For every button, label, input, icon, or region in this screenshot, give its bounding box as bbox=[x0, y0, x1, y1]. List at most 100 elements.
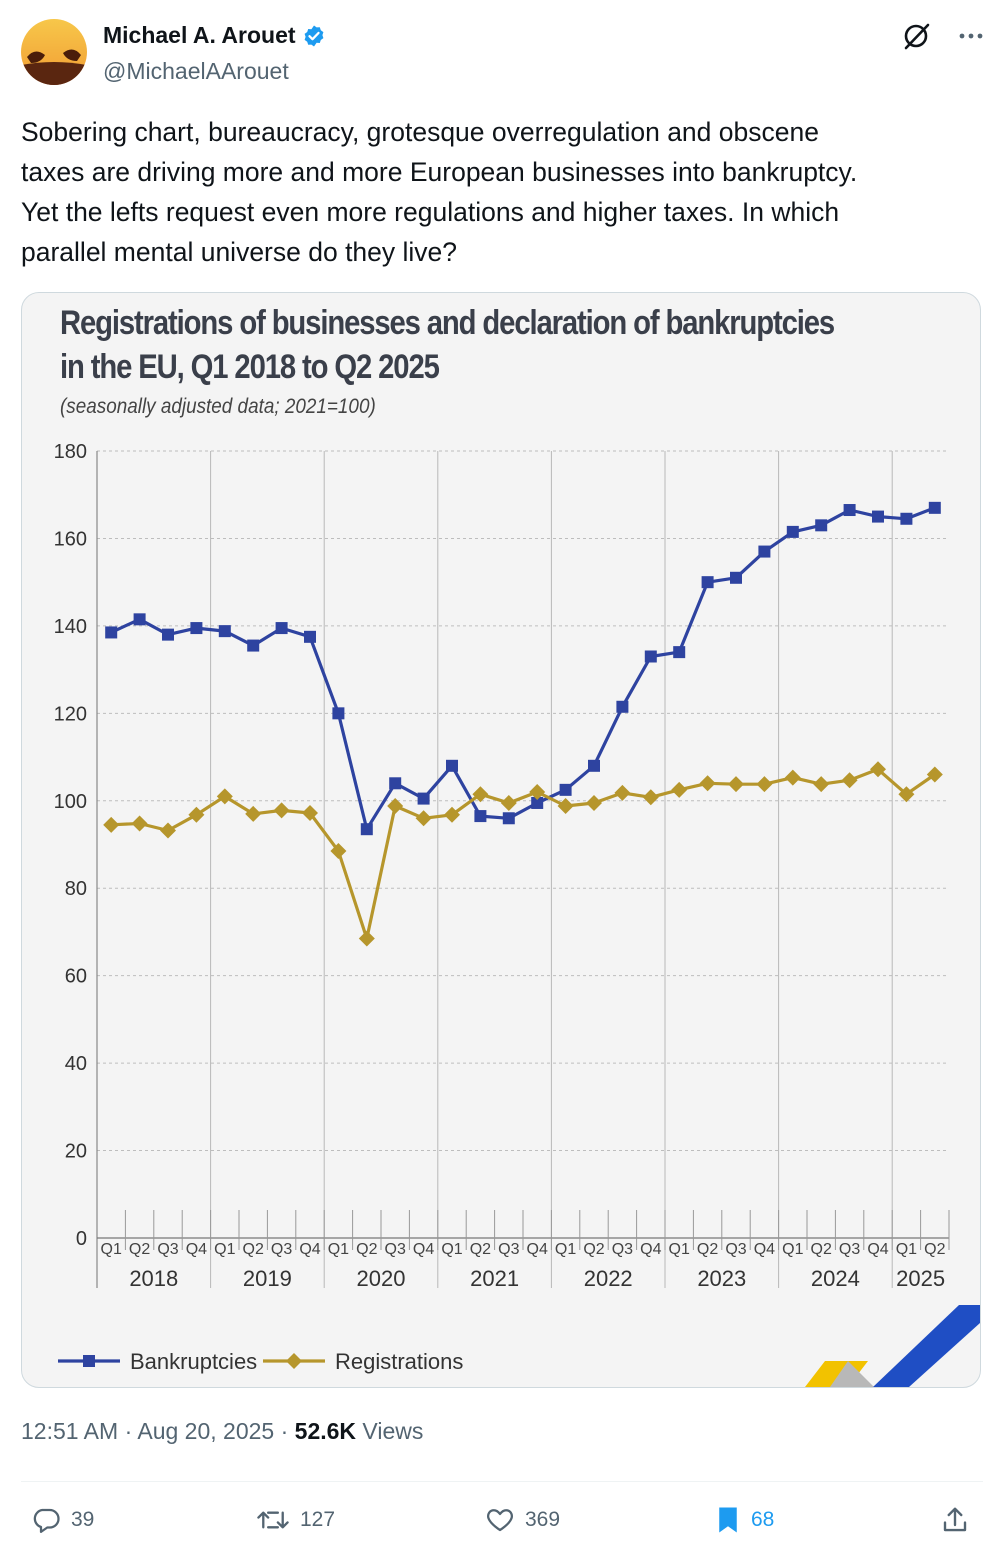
views-label: Views bbox=[356, 1418, 424, 1444]
registrations-line bbox=[111, 767, 936, 941]
x-quarter-label: Q1 bbox=[669, 1241, 690, 1258]
bankruptcies-point bbox=[502, 812, 515, 825]
bankruptcies-point bbox=[616, 700, 629, 713]
logo-stripe-blue bbox=[873, 1305, 980, 1387]
grok-icon[interactable] bbox=[901, 22, 933, 50]
x-quarter-label: Q1 bbox=[214, 1241, 235, 1258]
bankruptcies-point bbox=[559, 783, 572, 796]
like-button[interactable]: 369 bbox=[485, 1505, 560, 1535]
y-tick-label: 140 bbox=[54, 616, 87, 638]
y-tick-label: 60 bbox=[65, 966, 87, 988]
y-tick-label: 180 bbox=[54, 441, 87, 463]
more-icon[interactable] bbox=[959, 32, 983, 40]
legend-marker-bankruptcies bbox=[83, 1355, 95, 1367]
x-quarter-label: Q1 bbox=[441, 1241, 462, 1258]
chart-title-line: Registrations of businesses and declarat… bbox=[60, 304, 835, 342]
x-year-label: 2022 bbox=[584, 1266, 633, 1291]
author-handle[interactable]: @MichaelAArouet bbox=[103, 58, 289, 84]
x-quarter-label: Q4 bbox=[186, 1241, 207, 1258]
bookmark-button[interactable]: 68 bbox=[715, 1505, 774, 1535]
x-quarter-label: Q4 bbox=[640, 1241, 661, 1258]
y-tick-label: 80 bbox=[65, 878, 87, 900]
registrations-point bbox=[160, 822, 176, 839]
bankruptcies-point bbox=[730, 571, 742, 584]
chart-title: Registrations of businesses and declarat… bbox=[60, 301, 835, 389]
tweet-text: Sobering chart, bureaucracy, grotesque o… bbox=[21, 112, 981, 272]
registrations-point bbox=[302, 805, 318, 822]
x-quarter-label: Q1 bbox=[555, 1241, 576, 1258]
y-tick-label: 160 bbox=[54, 528, 87, 550]
x-year-label: 2018 bbox=[129, 1266, 178, 1291]
avatar[interactable] bbox=[21, 19, 87, 85]
repost-button[interactable]: 127 bbox=[256, 1505, 335, 1535]
reply-button[interactable]: 39 bbox=[31, 1505, 94, 1535]
chart: 0 20 40 60 80 100 120 140 160 180 2018 2019 2020 2021… bbox=[54, 441, 980, 1387]
bookmark-icon bbox=[719, 1507, 737, 1533]
registrations-point bbox=[358, 930, 375, 947]
media-image[interactable]: Registrations of businesses and declarat… bbox=[21, 292, 981, 1388]
registrations-point bbox=[273, 802, 290, 819]
bankruptcies-point bbox=[843, 504, 856, 517]
x-quarter-label: Q2 bbox=[583, 1241, 604, 1258]
registrations-point bbox=[671, 781, 688, 798]
tweet-date[interactable]: Aug 20, 2025 bbox=[137, 1418, 275, 1444]
x-quarter-label: Q2 bbox=[924, 1241, 945, 1258]
bankruptcies-point bbox=[644, 650, 657, 663]
registrations-point bbox=[387, 798, 404, 815]
repost-icon bbox=[257, 1511, 289, 1529]
registrations-point bbox=[898, 786, 915, 803]
x-year-label: 2025 bbox=[896, 1266, 945, 1291]
x-quarter-label: Q3 bbox=[839, 1241, 860, 1258]
registrations-point bbox=[614, 784, 631, 801]
y-tick-label: 40 bbox=[65, 1053, 87, 1075]
bankruptcies-point bbox=[786, 525, 799, 538]
registrations-point bbox=[472, 786, 489, 803]
x-quarter-label: Q1 bbox=[782, 1241, 803, 1258]
author-name[interactable]: Michael A. Arouet bbox=[103, 22, 296, 48]
bankruptcies-point bbox=[247, 639, 260, 652]
bankruptcies-point bbox=[872, 510, 884, 523]
registrations-point bbox=[444, 806, 460, 823]
registrations-point bbox=[642, 789, 659, 806]
x-quarter-label: Q3 bbox=[612, 1241, 633, 1258]
divider bbox=[21, 1481, 983, 1482]
x-quarter-label: Q2 bbox=[129, 1241, 150, 1258]
registrations-point bbox=[415, 810, 432, 827]
tweet-meta: 12:51 AM · Aug 20, 2025 · 52.6K Views bbox=[21, 1418, 423, 1445]
x-quarter-label: Q4 bbox=[754, 1241, 775, 1258]
bankruptcies-point bbox=[218, 625, 231, 638]
registrations-point bbox=[103, 816, 120, 833]
x-year-label: 2020 bbox=[357, 1266, 406, 1291]
registrations-point bbox=[841, 772, 858, 789]
bankruptcies-point bbox=[928, 501, 941, 514]
bankruptcies-point bbox=[815, 519, 828, 532]
x-year-label: 2024 bbox=[811, 1266, 860, 1291]
views-count: 52.6K bbox=[294, 1418, 357, 1444]
x-quarter-label: Q3 bbox=[498, 1241, 519, 1258]
registrations-point bbox=[870, 761, 886, 778]
bankruptcies-point bbox=[360, 823, 373, 836]
like-count: 369 bbox=[525, 1508, 561, 1531]
meta-separator: · bbox=[274, 1418, 295, 1444]
x-quarter-label: Q2 bbox=[356, 1241, 377, 1258]
x-year-label: 2023 bbox=[697, 1266, 746, 1291]
x-quarter-label: Q3 bbox=[385, 1241, 406, 1258]
registrations-point bbox=[529, 784, 546, 801]
x-quarter-label: Q3 bbox=[157, 1241, 178, 1258]
x-quarter-label: Q1 bbox=[328, 1241, 349, 1258]
x-year-label: 2021 bbox=[470, 1266, 519, 1291]
tweet-time[interactable]: 12:51 AM bbox=[21, 1418, 119, 1444]
chart-subtitle: (seasonally adjusted data; 2021=100) bbox=[60, 395, 376, 418]
x-quarter-label: Q4 bbox=[527, 1241, 548, 1258]
registrations-point bbox=[586, 794, 602, 811]
registrations-point bbox=[245, 805, 262, 822]
tweet-header-actions bbox=[901, 22, 983, 50]
logo-stripe-grey bbox=[830, 1361, 874, 1387]
verified-badge-icon bbox=[304, 25, 323, 46]
registrations-point bbox=[216, 788, 233, 805]
x-quarter-label: Q2 bbox=[811, 1241, 832, 1258]
registrations-point bbox=[500, 794, 517, 811]
share-button[interactable] bbox=[940, 1505, 970, 1535]
legend-label-registrations: Registrations bbox=[335, 1349, 463, 1374]
tweet-line: Yet the lefts request even more regulati… bbox=[21, 197, 840, 227]
